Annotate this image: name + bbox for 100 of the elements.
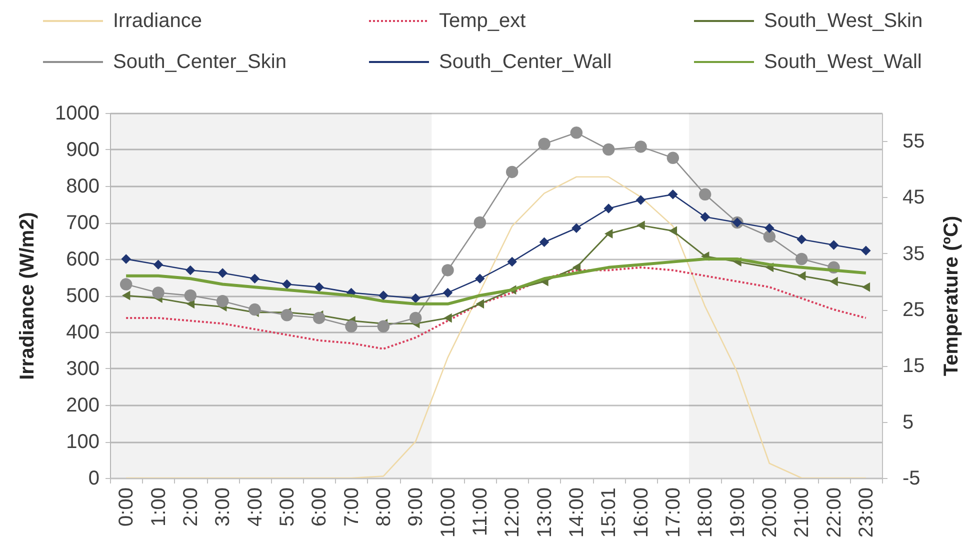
x-tick-label: 8:00 (372, 488, 395, 526)
point (475, 274, 485, 284)
y2-tick-label: 5 (902, 411, 914, 434)
point (797, 271, 806, 281)
point (862, 282, 870, 292)
point (572, 223, 582, 233)
point (476, 299, 484, 309)
x-tick-label: 23:00 (855, 488, 878, 538)
x-tick-label: 6:00 (308, 488, 331, 526)
point (572, 262, 581, 272)
point (378, 290, 388, 300)
y2-tick-label: 55 (902, 130, 925, 153)
point (218, 268, 228, 278)
point (248, 303, 261, 316)
point (795, 252, 808, 266)
legend-label: Irradiance (113, 10, 202, 32)
x-tick-label: 18:00 (694, 488, 717, 538)
point (861, 246, 871, 256)
point (830, 276, 838, 286)
legend-label: South_Center_Wall (439, 51, 612, 73)
point (153, 260, 164, 270)
x-tick-label: 7:00 (340, 488, 363, 526)
point (764, 223, 774, 233)
x-tick-label: 12:00 (502, 488, 524, 538)
y2-tick-label: -5 (902, 468, 920, 490)
point (186, 265, 196, 276)
point (634, 140, 647, 153)
x-tick-label: 5:00 (276, 488, 298, 526)
y2-tick-label: 35 (902, 242, 925, 265)
x-tick-label: 14:00 (566, 488, 588, 538)
point (282, 279, 292, 290)
point (763, 230, 776, 243)
y-tick-label: 200 (66, 394, 100, 416)
point (666, 152, 680, 164)
point (152, 286, 164, 299)
y-tick-label: 0 (88, 468, 100, 490)
x-tick-label: 2:00 (180, 488, 202, 526)
point (314, 282, 324, 292)
x-tick-label: 15:01 (598, 488, 620, 538)
point (121, 254, 131, 264)
point (474, 216, 486, 229)
point (312, 312, 326, 324)
point (506, 166, 518, 178)
point (828, 240, 839, 250)
point (280, 309, 294, 322)
point (377, 320, 390, 332)
y2-axis-title: Temperature (ºC) (940, 216, 962, 376)
point (636, 220, 645, 230)
point (409, 312, 422, 324)
y2-tick-label: 15 (902, 355, 925, 378)
x-tick-label: 0:00 (116, 488, 138, 526)
point (216, 295, 229, 308)
point (796, 234, 806, 244)
point (602, 143, 615, 156)
x-tick-label: 21:00 (791, 488, 814, 538)
point (604, 228, 613, 238)
y-tick-label: 700 (66, 212, 100, 234)
point (345, 320, 358, 332)
point (442, 288, 453, 298)
y-tick-label: 800 (66, 176, 100, 198)
point (700, 212, 710, 222)
y-tick-label: 500 (66, 285, 100, 307)
legend-label: Temp_ext (439, 10, 526, 32)
point (120, 278, 132, 290)
legend-label: South_Center_Skin (113, 51, 286, 73)
y-tick-label: 900 (66, 139, 100, 161)
line-series (125, 176, 867, 479)
point (122, 290, 130, 300)
legend-label: South_West_Skin (764, 10, 923, 32)
y-tick-label: 1000 (55, 102, 100, 124)
point (604, 204, 614, 214)
x-tick-label: 11:00 (469, 488, 492, 536)
y2-tick-label: 45 (902, 186, 925, 209)
y-axis-title: Irradiance (W/m2) (16, 212, 38, 380)
point (668, 190, 678, 200)
point (507, 256, 517, 267)
x-tick-label: 1:00 (148, 488, 170, 526)
x-tick-label: 9:00 (405, 488, 428, 526)
point (442, 264, 454, 276)
point (668, 226, 678, 236)
point (410, 293, 420, 304)
point (186, 299, 195, 309)
y-tick-label: 400 (66, 322, 100, 344)
y-tick-label: 600 (66, 248, 100, 270)
point (184, 289, 197, 302)
x-tick-label: 13:00 (534, 488, 556, 538)
point (444, 313, 452, 323)
point (698, 188, 712, 201)
x-tick-label: 10:00 (437, 488, 460, 538)
point (636, 195, 646, 205)
x-tick-label: 16:00 (630, 488, 652, 538)
point (539, 237, 550, 248)
y-tick-label: 300 (66, 358, 100, 380)
x-tick-label: 19:00 (726, 488, 749, 538)
legend-label: South_West_Wall (764, 51, 922, 73)
point (250, 274, 260, 284)
y2-tick-label: 25 (902, 299, 925, 322)
x-tick-label: 22:00 (823, 488, 846, 538)
point (538, 138, 550, 150)
y-tick-label: 100 (66, 431, 100, 453)
